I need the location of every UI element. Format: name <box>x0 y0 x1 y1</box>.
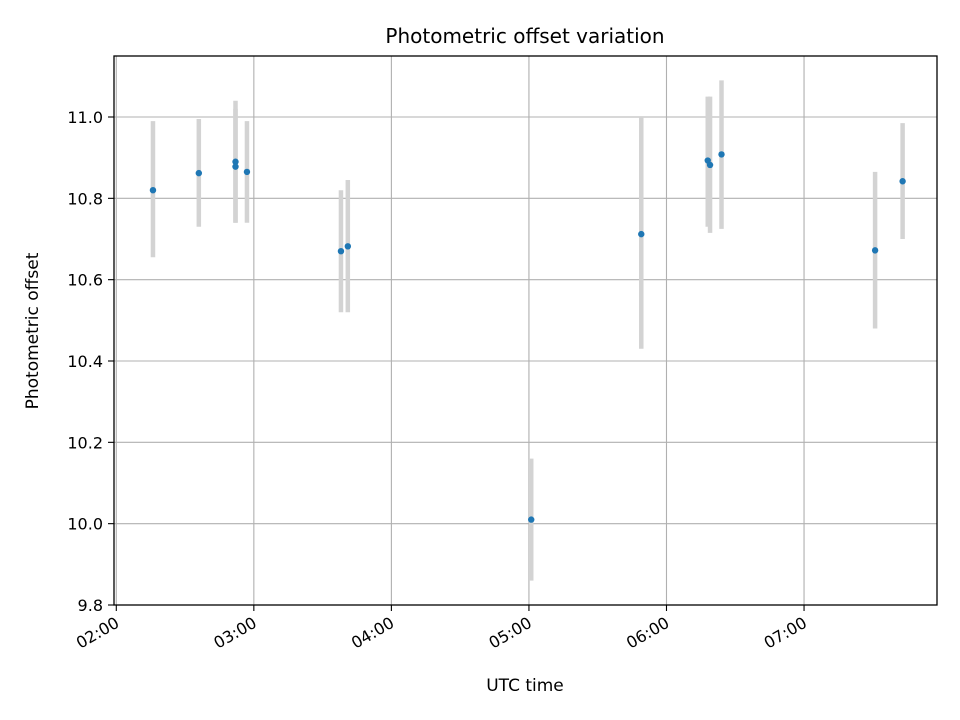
data-point <box>337 248 345 255</box>
data-point <box>899 178 906 185</box>
grid <box>114 56 937 606</box>
data-point <box>243 168 251 176</box>
data-points <box>149 151 906 523</box>
data-point <box>149 187 157 194</box>
data-point <box>344 243 352 250</box>
data-point <box>528 516 535 523</box>
data-point <box>718 151 725 158</box>
y-tick-label: 10.6 <box>67 271 103 290</box>
y-tick-label: 9.8 <box>78 596 103 615</box>
y-tick-label: 10.4 <box>67 352 103 371</box>
y-tick-label: 10.8 <box>67 189 103 208</box>
y-axis-title: Photometric offset <box>23 252 43 409</box>
y-tick-label: 10.0 <box>67 515 103 534</box>
x-axis-title: UTC time <box>486 676 564 696</box>
y-axis: 9.8 10.0 10.2 10.4 10.6 10.8 11.0 <box>67 108 114 615</box>
data-point <box>195 169 203 177</box>
y-tick-label: 10.2 <box>67 433 103 452</box>
data-point <box>706 161 714 169</box>
data-point <box>232 163 239 170</box>
data-point <box>638 230 645 238</box>
chart-title: Photometric offset variation <box>385 24 664 48</box>
y-tick-label: 11.0 <box>67 108 103 127</box>
data-point <box>232 158 239 165</box>
data-point <box>871 247 879 254</box>
plot-frame <box>113 55 938 606</box>
